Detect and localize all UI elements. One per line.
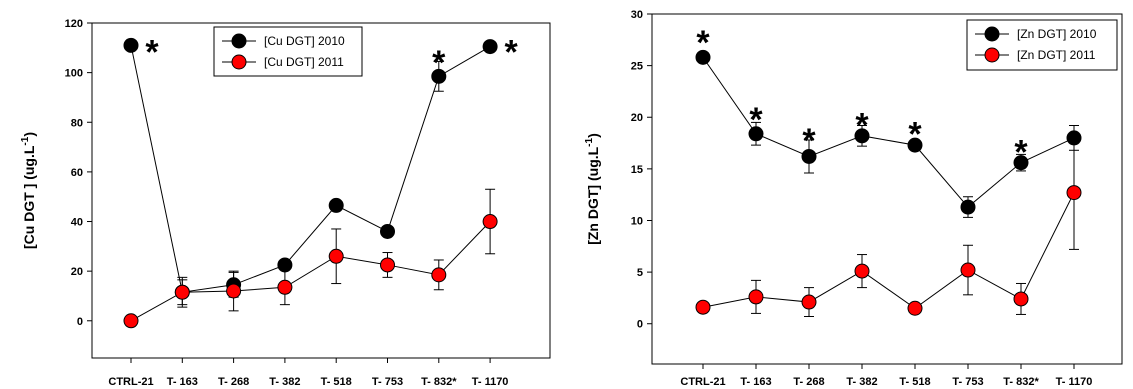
zn-x-tick-label: T- 518 [899,376,930,388]
zn-data-point [801,294,817,310]
zn-y-tick-label: 10 [631,215,643,227]
zn-significance-marker: * [696,24,710,62]
cu-x-tick-label: T- 753 [372,376,403,388]
zn-significance-marker: * [802,122,816,160]
zn-chart: 0 5 10 15 20 25 30 CTRL-21 T- 163 T- 268 T- 382 T- … [584,9,1123,388]
cu-data-point [174,284,190,300]
zn-y-axis-label: [Zn DGT] (ug.L-1) [584,133,601,245]
cu-series-line [130,221,491,322]
zn-y-tick-label: 0 [637,319,643,331]
cu-data-point [277,279,293,295]
cu-significance-marker: * [432,44,446,82]
cu-legend-label: [Cu DGT] 2010 [264,34,345,48]
zn-series-line [702,57,1075,208]
cu-x-tick-label: T- 268 [218,376,249,388]
zn-data-point [801,148,817,164]
cu-y-tick-label: 60 [71,167,83,179]
zn-data-point [748,289,764,305]
zn-data-point [748,126,764,142]
cu-y-tick-label: 20 [71,266,83,278]
cu-data-point [380,257,395,273]
cu-legend-marker [231,33,247,49]
zn-significance-marker: * [1014,133,1028,171]
zn-plot-frame [651,13,1123,365]
cu-significance-marker: * [504,33,518,71]
cu-data-point [328,197,344,213]
zn-significance-marker: * [908,116,922,154]
cu-y-axis-label: [Cu DGT ] (ug.L-1) [20,132,37,249]
zn-x-tick-label: T- 753 [952,376,983,388]
cu-x-tick-label: T- 382 [269,376,300,388]
cu-data-point [431,267,447,283]
cu-significance-marker: * [145,33,159,71]
zn-significance-marker: * [749,101,763,139]
cu-legend: [Cu DGT] 2010 [Cu DGT] 2011 [213,26,363,77]
zn-y-tick-label: 25 [631,61,643,73]
zn-data-point [854,128,870,144]
cu-x-tick-label: T- 832* [421,376,457,388]
zn-y-tick-label: 30 [631,9,643,21]
zn-series-1 [695,135,1082,318]
cu-x-tick-label: T- 518 [321,376,352,388]
zn-data-point [1013,291,1029,307]
zn-x-tick-label: CTRL-21 [680,376,725,388]
zn-x-tick-label: T- 832* [1003,376,1039,388]
zn-data-point [907,300,923,316]
zn-x-tick-label: T- 163 [740,376,771,388]
zn-x-tick-label: T- 382 [846,376,877,388]
cu-y-tick-label: 40 [71,217,83,229]
cu-data-point [226,283,242,299]
cu-data-point [328,248,344,264]
cu-x-tick-label: T- 1170 [472,376,509,388]
zn-legend-label: [Zn DGT] 2010 [1017,27,1097,41]
zn-legend-marker [984,26,1000,42]
zn-data-point [907,137,923,153]
cu-series-line [130,45,491,293]
zn-legend: [Zn DGT] 2010 [Zn DGT] 2011 [966,19,1118,71]
cu-y-tick-label: 80 [71,117,83,129]
cu-x-tick-label: CTRL-21 [108,376,153,388]
zn-data-point [854,263,870,279]
cu-data-point [123,37,139,53]
cu-data-point [482,39,498,55]
zn-data-point [695,299,711,315]
cu-data-point [431,68,447,84]
zn-legend-marker [984,47,1000,63]
zn-legend-label: [Zn DGT] 2011 [1017,48,1096,62]
cu-legend-marker [231,54,247,70]
cu-chart: 0 20 40 60 80 100 120 CTRL-21 T- 163 T- 268 T- 382… [20,18,551,388]
zn-x-tick-label: T- 1170 [1056,376,1093,388]
cu-y-tick-label: 0 [77,316,83,328]
cu-data-point [123,313,139,329]
cu-y-tick-label: 120 [65,18,83,30]
zn-y-tick-label: 15 [631,164,643,176]
cu-plot-frame [91,22,551,359]
cu-y-tick-label: 100 [65,68,83,80]
cu-series-1 [123,188,498,329]
cu-data-point [380,223,395,239]
zn-data-point [1013,155,1029,171]
zn-data-point [960,262,976,278]
cu-data-point [482,214,498,230]
zn-series-line [702,192,1075,309]
zn-data-point [695,49,711,65]
cu-legend-label: [Cu DGT] 2011 [264,55,344,69]
zn-data-point [1066,185,1082,201]
cu-x-tick-label: T- 163 [167,376,198,388]
zn-significance-marker: * [855,106,869,144]
zn-y-tick-label: 20 [631,112,643,124]
zn-data-point [960,199,976,215]
zn-y-tick-label: 5 [637,267,643,279]
zn-x-tick-label: T- 268 [793,376,824,388]
